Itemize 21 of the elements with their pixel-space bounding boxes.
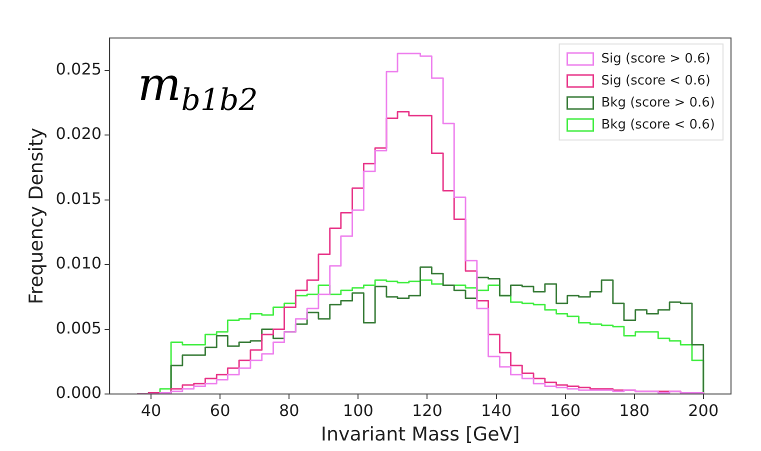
x-tick-label: 180 (619, 400, 650, 420)
y-tick-label: 0.015 (56, 188, 102, 208)
legend-label: Sig (score < 0.6) (601, 73, 710, 88)
y-tick-label: 0.010 (56, 254, 102, 273)
y-axis-title: Frequency Density (25, 128, 48, 304)
x-tick-label: 60 (210, 400, 230, 420)
x-tick-label: 80 (278, 400, 300, 420)
legend-label: Bkg (score < 0.6) (601, 117, 716, 132)
y-tick-label: 0.025 (56, 60, 102, 79)
legend-label: Bkg (score > 0.6) (601, 95, 716, 110)
x-tick-label: 160 (550, 400, 581, 420)
x-tick-label: 100 (342, 400, 374, 420)
x-tick-label: 200 (688, 400, 719, 420)
x-tick-label: 140 (480, 400, 512, 420)
x-tick-label: 40 (140, 400, 162, 420)
x-axis-title: Invariant Mass [GeV] (320, 424, 520, 446)
x-tick-label: 120 (412, 400, 442, 420)
y-tick-label: 0.005 (56, 318, 102, 338)
y-tick-label: 0.020 (56, 124, 102, 144)
y-tick-label: 0.000 (56, 383, 102, 402)
legend-label: Sig (score > 0.6) (601, 51, 710, 66)
